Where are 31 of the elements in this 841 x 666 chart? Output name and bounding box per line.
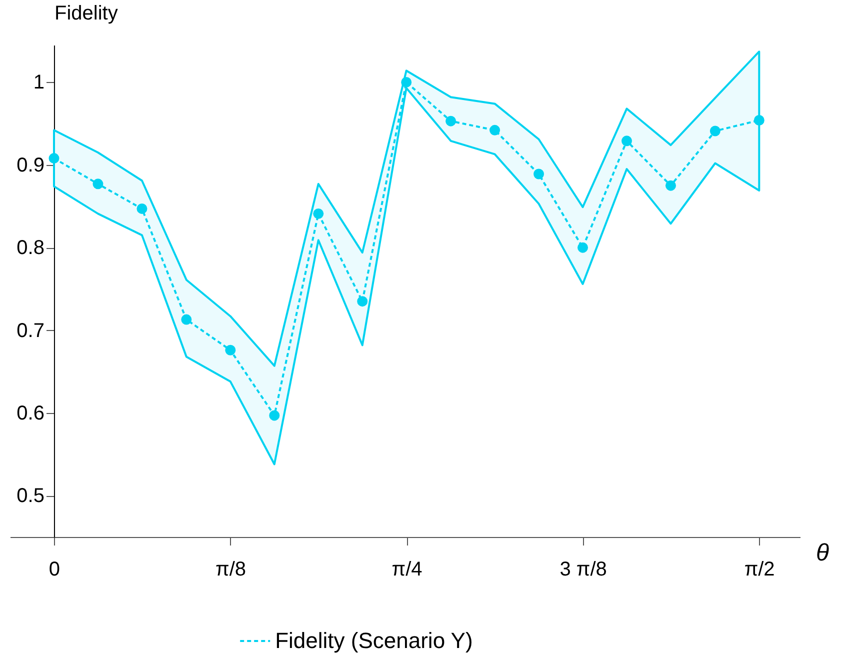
legend-label: Fidelity (Scenario Y) bbox=[275, 628, 473, 653]
point bbox=[534, 168, 544, 180]
point bbox=[446, 116, 456, 126]
point bbox=[754, 115, 764, 126]
x-tick-label: π/4 bbox=[392, 558, 422, 580]
point bbox=[401, 76, 412, 88]
x-tick-label: 0 bbox=[48, 558, 60, 580]
y-tick-label: 0.7 bbox=[16, 320, 44, 342]
y-tick-label: 0.6 bbox=[16, 402, 44, 424]
point bbox=[313, 208, 324, 219]
point bbox=[92, 178, 104, 190]
point bbox=[357, 296, 368, 307]
y-tick-label: 0.8 bbox=[16, 237, 44, 260]
point bbox=[578, 242, 588, 253]
point bbox=[136, 203, 148, 214]
point bbox=[269, 410, 280, 421]
point bbox=[710, 126, 720, 136]
x-tick-label: π/2 bbox=[744, 558, 775, 580]
y-tick-label: 0.9 bbox=[16, 154, 44, 176]
x-axis-title: θ bbox=[816, 540, 830, 566]
y-tick-label: 0.5 bbox=[16, 485, 44, 508]
x-tick-label: π/8 bbox=[216, 558, 246, 580]
y-tick-label: 1 bbox=[33, 72, 44, 94]
y-axis-title: Fidelity bbox=[54, 2, 118, 24]
point bbox=[181, 314, 192, 325]
point bbox=[48, 153, 60, 164]
point bbox=[665, 180, 676, 191]
x-tick-label: 3 π/8 bbox=[560, 558, 607, 580]
point bbox=[621, 136, 632, 146]
point bbox=[225, 344, 236, 356]
point bbox=[490, 124, 500, 136]
